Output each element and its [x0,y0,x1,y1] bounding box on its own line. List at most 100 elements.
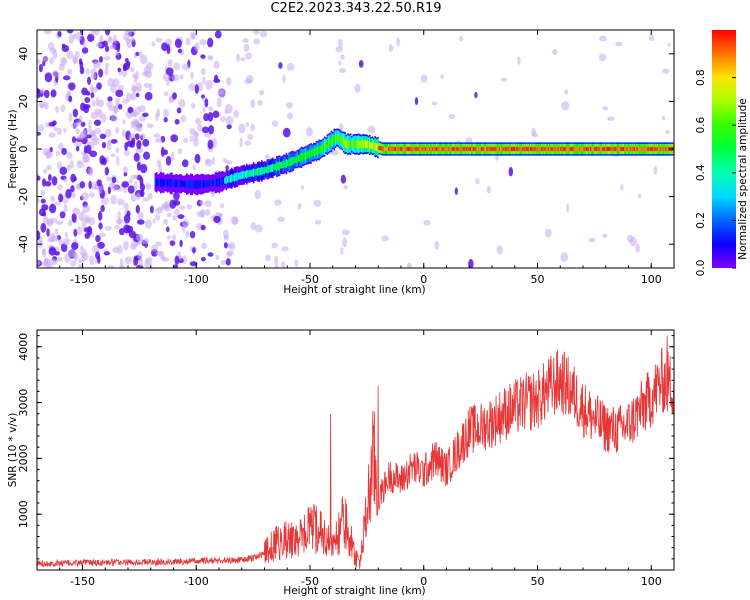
ridge-core [362,140,364,149]
noise-speckle [72,207,81,215]
ridge-core [393,146,396,152]
noise-speckle [226,76,232,86]
ridge-core [450,146,453,152]
noise-speckle [208,124,215,135]
ridge-core [183,180,185,187]
ridge-core [235,172,237,182]
x-tick-label: 50 [531,575,545,588]
noise-speckle [552,49,558,56]
noise-speckle [115,147,120,154]
noise-speckle [70,122,79,128]
noise-speckle [223,242,228,249]
noise-speckle [41,56,49,62]
ridge-core [525,146,528,152]
noise-speckle [179,205,186,210]
noise-speckle [78,115,83,125]
ridge-core [250,170,252,177]
ridge-core [532,146,535,152]
noise-speckle [115,218,124,225]
noise-speckle [80,102,86,111]
noise-speckle [61,147,67,156]
noise-speckle [100,197,109,206]
ridge-core [407,146,409,152]
ridge-core [624,146,626,152]
ridge-core [596,146,599,152]
ridge-core [535,146,538,152]
ridge-core [499,146,502,152]
noise-speckle [41,248,46,256]
ridge-core [181,180,184,187]
noise-speckle [37,259,41,266]
noise-speckle [208,106,214,112]
noise-speckle [172,234,177,242]
ridge-core [403,146,405,152]
noise-speckle [339,67,347,74]
noise-speckle [76,226,83,235]
noise-speckle [286,112,293,120]
noise-speckle [81,47,89,54]
ridge-core [248,170,251,178]
noise-speckle [494,154,499,161]
noise-speckle [89,150,98,158]
ridge-core [646,146,648,152]
noise-speckle [130,174,139,179]
noise-speckle [78,258,83,264]
noise-speckle [121,181,130,188]
noise-speckle [68,82,76,91]
noise-speckle [136,219,145,225]
noise-speckle [131,137,136,145]
ridge-core [157,179,159,186]
ridge-core [495,146,498,152]
ridge-core [521,146,524,152]
noise-speckle [104,30,111,36]
noise-speckle [218,89,226,99]
ridge-core [326,140,329,149]
ridge-core [617,146,619,152]
noise-speckle [254,224,263,233]
noise-speckle [414,97,419,105]
ridge-core [656,146,659,152]
noise-speckle [53,126,58,131]
noise-speckle [440,74,444,79]
noise-speckle [186,204,193,210]
noise-speckle [139,163,148,174]
noise-speckle [214,74,219,82]
noise-speckle [124,256,133,265]
noise-speckle [501,77,508,82]
noise-speckle [204,200,212,207]
noise-speckle [40,190,45,197]
ridge-core [356,140,359,149]
noise-speckle [599,35,607,42]
ridge-core [508,146,510,152]
noise-speckle [192,247,196,254]
ridge-core [437,146,439,152]
ridge-core [325,142,327,149]
noise-speckle [100,204,105,213]
noise-speckle [233,109,239,118]
ridge-core [214,178,217,187]
noise-speckle [337,38,343,49]
ridge-core [386,146,389,152]
ridge-core [640,146,643,152]
ridge-core [265,167,267,173]
noise-speckle [88,192,95,198]
noise-speckle [155,241,163,247]
ridge-core [394,146,397,152]
snr-panel [36,329,675,571]
noise-speckle [113,105,118,115]
noise-speckle [76,162,85,169]
ridge-core [274,164,277,170]
ridge-core [244,171,247,178]
noise-speckle [143,82,151,88]
noise-speckle [154,112,159,122]
noise-speckle [180,115,187,123]
noise-speckle [110,139,118,144]
ridge-core [190,180,192,189]
noise-speckle [104,225,112,231]
x-axis-label: Height of straight line (km) [283,585,425,597]
noise-speckle [170,134,179,143]
ridge-core [512,146,514,152]
noise-speckle [566,203,570,213]
noise-speckle [63,204,68,213]
ridge-core [192,181,195,188]
